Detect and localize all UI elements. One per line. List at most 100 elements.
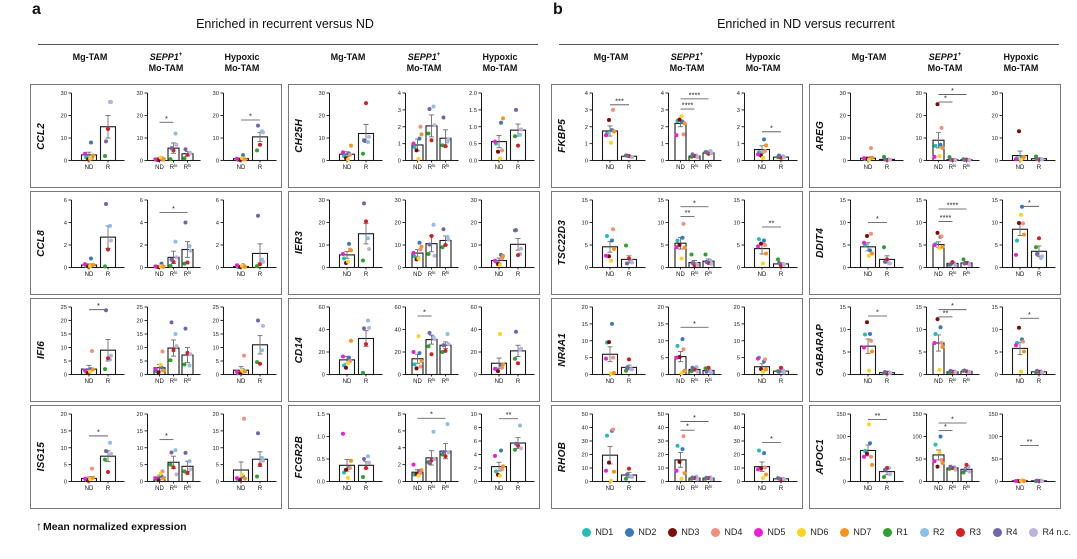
svg-text:20: 20 — [61, 412, 67, 418]
svg-text:100: 100 — [912, 435, 922, 441]
chart-CH25H-mg-tam: 0 10 20 30 ND R — [319, 91, 383, 171]
svg-text:25: 25 — [61, 305, 67, 311]
svg-text:25: 25 — [137, 305, 143, 311]
svg-text:*: * — [951, 86, 954, 95]
chart-AREG-mg-tam: 0 10 20 30 ND R — [840, 91, 904, 171]
svg-text:2: 2 — [140, 243, 143, 249]
gene-row-CH25H: CH25H 0 10 20 30 ND R 0 1 2 3 4 ND Rlo Rhi 0.0 0.5 1.0 1.5… — [288, 84, 540, 188]
gene-charts: 0 10 20 30 ND R 0 1 2 3 4 ND Rlo Rhi 0.0 0.5 1.0 1.5 2.0 ND… — [309, 85, 539, 187]
svg-text:0: 0 — [995, 159, 998, 165]
svg-text:R: R — [258, 165, 263, 171]
svg-text:10: 10 — [992, 221, 998, 227]
svg-text:R: R — [364, 165, 369, 171]
column-header-sepp1-mo-tam: SEPP1+ Mo-TAM — [406, 52, 442, 74]
svg-text:Rhi: Rhi — [184, 270, 192, 278]
chart-APOC1-sepp1-mo-tam: 0 50 100 150 ND Rlo Rhi * * — [912, 412, 980, 492]
svg-text:ND: ND — [155, 272, 164, 278]
svg-text:0: 0 — [64, 480, 67, 486]
svg-text:*: * — [951, 415, 954, 424]
svg-text:6: 6 — [140, 198, 143, 204]
svg-text:50: 50 — [582, 412, 588, 418]
svg-text:10: 10 — [395, 243, 401, 249]
svg-text:20: 20 — [658, 453, 664, 459]
svg-text:Rlo: Rlo — [170, 377, 178, 385]
legend-dot-r2 — [919, 527, 929, 537]
svg-text:0: 0 — [474, 480, 477, 486]
svg-text:ND: ND — [758, 486, 767, 492]
svg-text:R: R — [1037, 486, 1042, 492]
svg-text:30: 30 — [658, 439, 664, 445]
svg-text:2.0: 2.0 — [469, 91, 477, 97]
svg-text:0: 0 — [843, 373, 846, 379]
svg-text:ND: ND — [237, 486, 246, 492]
svg-text:1.5: 1.5 — [317, 412, 325, 418]
column-header-group: Mg-TAM SEPP1+ Mo-TAM Hypoxic Mo-TAM — [288, 52, 540, 75]
chart-APOC1-mg-tam: 0 50 100 150 ND R ** — [836, 411, 904, 492]
svg-text:R: R — [364, 486, 369, 492]
legend-label: R4 — [1005, 527, 1018, 537]
svg-text:15: 15 — [992, 305, 998, 311]
svg-text:0: 0 — [585, 373, 588, 379]
gene-label-RHOB: RHOB — [552, 406, 572, 508]
svg-text:ND: ND — [864, 486, 873, 492]
svg-text:15: 15 — [992, 198, 998, 204]
gene-name: ISG15 — [35, 442, 47, 472]
svg-text:0: 0 — [322, 159, 325, 165]
svg-text:20: 20 — [61, 114, 67, 120]
svg-text:6: 6 — [64, 198, 67, 204]
gene-charts: 0 10 20 30 ND R 0 10 20 30 ND Rlo Rhi * 0 10 20 30 ND R * — [51, 85, 281, 187]
svg-text:ND: ND — [676, 486, 685, 492]
svg-text:10: 10 — [213, 136, 219, 142]
svg-text:10: 10 — [471, 243, 477, 249]
legend-dot-r4-n-c — [1029, 527, 1039, 537]
svg-text:30: 30 — [319, 91, 325, 97]
chart-ISG15-hypoxic-mo-tam: 0 5 10 15 20 ND R — [213, 412, 277, 492]
svg-text:40: 40 — [658, 426, 664, 432]
chart-DDIT4-mg-tam: 0 5 10 15 ND R * — [840, 198, 904, 278]
svg-text:5: 5 — [140, 463, 143, 469]
svg-text:15: 15 — [734, 322, 740, 328]
chart-IFI6-mg-tam: 0 5 10 15 20 25 ND R * — [61, 301, 125, 385]
svg-text:ND: ND — [606, 272, 615, 278]
svg-text:0: 0 — [919, 373, 922, 379]
svg-text:6: 6 — [398, 429, 401, 435]
up-arrow-icon: ↑ — [36, 519, 42, 533]
svg-text:ND: ND — [1016, 379, 1025, 385]
svg-text:R: R — [106, 379, 111, 385]
svg-text:0: 0 — [843, 266, 846, 272]
svg-text:5: 5 — [919, 350, 922, 356]
panel-a-title-rule — [38, 44, 538, 45]
svg-text:0: 0 — [585, 480, 588, 486]
svg-text:4: 4 — [216, 221, 220, 227]
chart-RHOB-hypoxic-mo-tam: 0 10 20 30 40 50 ND R * — [734, 412, 798, 492]
chart-NR4A1-mg-tam: 0 5 10 15 20 ND R — [582, 305, 646, 385]
gene-charts: 0 5 10 15 ND R * 0 5 10 15 ND Rlo Rhi **** **** 0 5 10 15 ND… — [830, 192, 1060, 294]
svg-text:25: 25 — [213, 305, 219, 311]
svg-text:10: 10 — [471, 412, 477, 418]
svg-text:4: 4 — [474, 453, 478, 459]
svg-text:3: 3 — [661, 108, 664, 114]
svg-text:10: 10 — [213, 346, 219, 352]
svg-text:ND: ND — [85, 379, 94, 385]
svg-text:R: R — [258, 379, 263, 385]
svg-text:10: 10 — [916, 136, 922, 142]
chart-IER3-mg-tam: 0 10 20 30 ND R — [319, 198, 383, 278]
svg-text:10: 10 — [992, 328, 998, 334]
svg-text:R: R — [627, 379, 632, 385]
svg-text:Rhi: Rhi — [705, 377, 713, 385]
svg-text:5: 5 — [216, 359, 219, 365]
svg-text:Rlo: Rlo — [428, 377, 436, 385]
panel-label-b: b — [553, 1, 563, 18]
svg-text:ND: ND — [343, 165, 352, 171]
svg-text:0: 0 — [474, 373, 477, 379]
column-header-hypoxic: Hypoxic Mo-TAM — [482, 52, 518, 74]
svg-text:0.5: 0.5 — [469, 142, 477, 148]
svg-text:ND: ND — [495, 165, 504, 171]
svg-text:ND: ND — [1016, 272, 1025, 278]
svg-text:5: 5 — [737, 243, 740, 249]
svg-text:Rlo: Rlo — [428, 270, 436, 278]
legend-item-nd3: ND3 — [668, 527, 699, 537]
gene-charts: 0 10 20 30 40 50 ND R 0 10 20 30 40 50 ND Rlo Rhi * * 0 10 20… — [572, 406, 802, 508]
svg-text:0: 0 — [216, 266, 219, 272]
chart-ISG15-mg-tam: 0 5 10 15 20 ND R * — [61, 412, 125, 492]
